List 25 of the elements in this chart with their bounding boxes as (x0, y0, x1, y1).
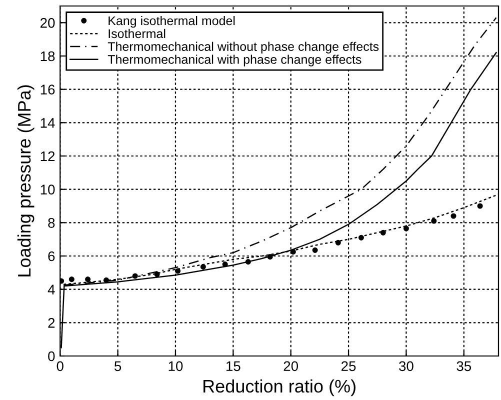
x-tick-label: 30 (399, 361, 414, 372)
y-tick-label: 0 (48, 351, 55, 362)
legend-label: Thermomechanical without phase change effects (108, 42, 379, 54)
x-tick-label: 15 (226, 361, 240, 372)
x-tick-label: 20 (284, 361, 298, 372)
y-tick-label: 4 (48, 284, 55, 294)
legend-label: Isothermal (108, 28, 166, 38)
y-tick-label: 18 (40, 51, 55, 62)
y-tick-label: 12 (40, 151, 55, 162)
y-tick-label: 2 (48, 318, 55, 328)
y-tick-label: 16 (40, 84, 55, 95)
legend-label: Kang isothermal model (108, 16, 235, 28)
x-tick-label: 10 (168, 361, 183, 372)
x-tick-label: 5 (114, 361, 122, 372)
x-tick-label: 25 (342, 361, 356, 372)
y-tick-label: 20 (40, 18, 55, 28)
x-tick-label: 0 (56, 361, 64, 372)
x-tick-label: 35 (456, 361, 472, 372)
y-axis-title: Loading pressure (MPa) (17, 85, 34, 276)
y-tick-label: 8 (48, 218, 55, 228)
legend-label: Thermomechanical with phase change effects (108, 54, 362, 66)
x-axis-title: Reduction ratio (%) (204, 379, 356, 396)
y-tick-label: 14 (40, 118, 55, 128)
y-tick-label: 6 (48, 251, 55, 262)
y-tick-label: 10 (40, 184, 55, 195)
